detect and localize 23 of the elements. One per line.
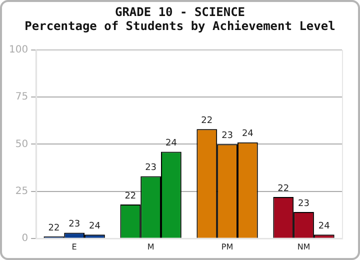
- y-tick-label: 25: [15, 186, 28, 197]
- y-tick-label: 50: [15, 138, 28, 150]
- series-label: 23: [222, 131, 234, 142]
- text: 23: [68, 220, 80, 230]
- series-label: 24: [88, 221, 101, 232]
- text: 24: [242, 129, 254, 140]
- x-tick-label: PM: [221, 242, 234, 252]
- text: 22: [124, 191, 136, 202]
- chart-title: GRADE 10 - SCIENCE: [114, 5, 246, 19]
- x-tick-label: NM: [297, 242, 310, 252]
- series-label: 22: [48, 223, 60, 234]
- text: 22: [201, 116, 213, 126]
- y-tick-label: 75: [15, 92, 28, 103]
- text: 24: [165, 138, 177, 149]
- x-tick-label: M: [147, 242, 154, 252]
- text: 22: [278, 184, 290, 194]
- text: 24: [318, 221, 330, 232]
- x-tick-label: E: [72, 242, 77, 252]
- chart-subtitle: Percentage of Students by Achievement Level: [24, 19, 336, 33]
- text: 23: [145, 163, 157, 174]
- text: 23: [298, 198, 310, 209]
- y-tick-label: 0: [22, 232, 28, 244]
- y-tick-label: 100: [8, 44, 28, 56]
